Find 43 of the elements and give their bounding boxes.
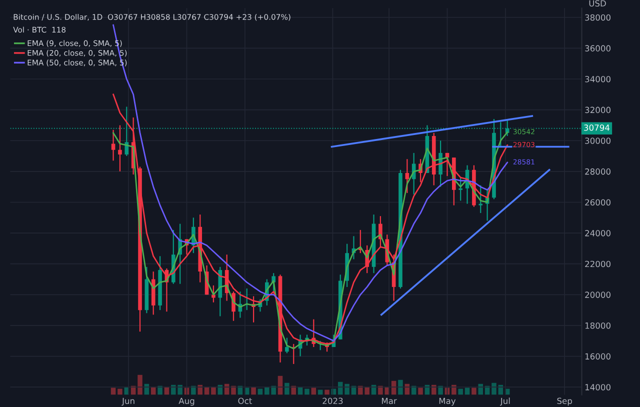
bar: [492, 382, 496, 395]
candlestick: [438, 140, 442, 188]
bar: [118, 388, 122, 395]
y-tick-label: 24000: [585, 230, 610, 236]
candlestick: [111, 129, 116, 162]
candlestick: [118, 124, 122, 172]
bar: [398, 380, 403, 395]
x-tick-label: Jun: [122, 398, 134, 406]
bar: [251, 386, 256, 395]
x-tick-label: Sep: [557, 398, 572, 406]
y-tick-label: 22000: [585, 260, 610, 268]
y-tick-label: 14000: [585, 384, 610, 390]
bar: [304, 388, 310, 395]
candlestick: [285, 337, 289, 354]
bar: [478, 384, 484, 395]
candlestick: [458, 177, 462, 202]
x-tick-label: 2023: [322, 398, 343, 404]
bar: [418, 388, 423, 395]
y-tick-label: 36000: [585, 45, 610, 52]
y-tick-label: 28000: [585, 168, 610, 175]
candlestick: [405, 158, 410, 194]
y-tick-label: 20000: [585, 292, 610, 298]
y-tick-label: 38000: [585, 14, 610, 21]
x-tick-label: Aug: [178, 398, 194, 406]
x-tick-label: May: [439, 398, 456, 406]
y-tick-label: 26000: [585, 199, 610, 206]
y-tick-label: 34000: [585, 76, 610, 82]
x-tick-label: Mar: [382, 398, 397, 404]
ref-line-label: 30794: [584, 124, 610, 131]
y-tick-label: 32000: [585, 106, 610, 114]
y-axis-title: USD: [589, 0, 606, 7]
y-tick-label: 18000: [585, 322, 610, 329]
bar: [324, 390, 330, 395]
bar: [138, 374, 142, 395]
x-tick-label: Jul: [500, 398, 510, 406]
bar: [472, 388, 476, 395]
y-tick-label: 16000: [585, 353, 610, 360]
bar: [284, 382, 290, 395]
candlestick: [478, 184, 483, 214]
x-tick-label: Oct: [238, 398, 252, 404]
bar: [458, 388, 463, 395]
y-tick-label: 30000: [585, 138, 610, 144]
bar: [211, 386, 216, 395]
